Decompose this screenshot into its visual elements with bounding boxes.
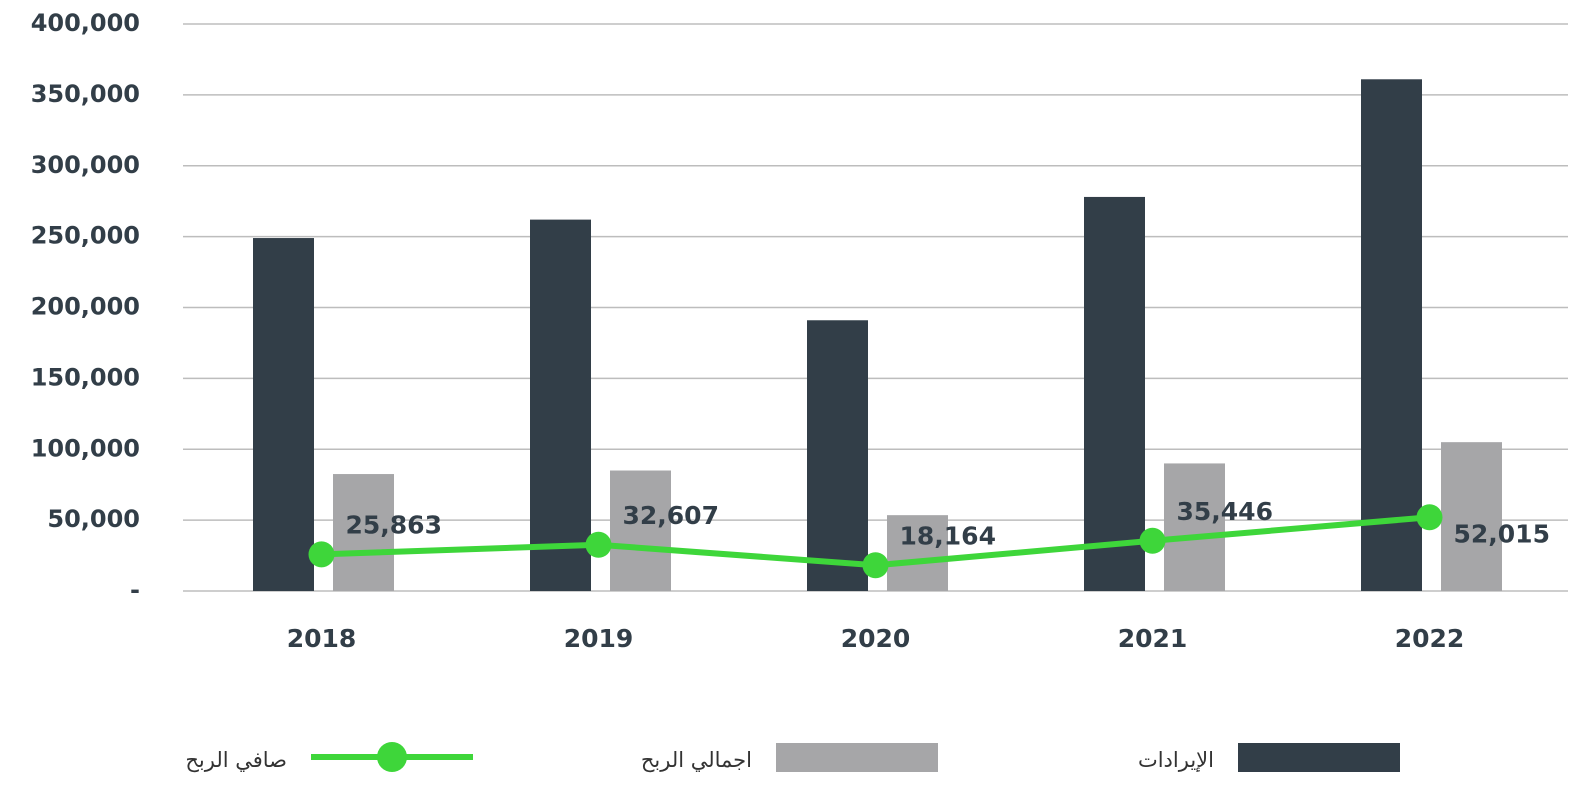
y-tick-label: 400,000 xyxy=(31,9,140,37)
legend-label: الإيرادات xyxy=(1138,748,1214,772)
legend-label: صافي الربح xyxy=(185,748,287,772)
line-point xyxy=(1416,504,1443,531)
line-point xyxy=(585,531,612,558)
x-tick-label: 2018 xyxy=(287,624,357,653)
legend-swatch xyxy=(776,743,938,772)
legend-swatch xyxy=(377,742,407,772)
x-tick-label: 2022 xyxy=(1395,624,1465,653)
y-tick-label: 350,000 xyxy=(31,80,140,108)
y-tick-label: 150,000 xyxy=(31,363,140,391)
legend-swatch xyxy=(1238,743,1400,772)
bar xyxy=(1441,442,1502,591)
data-label: 18,164 xyxy=(900,521,996,550)
bar xyxy=(1361,79,1422,591)
data-label: 52,015 xyxy=(1454,519,1550,548)
data-label: 32,607 xyxy=(623,501,719,530)
data-label: 25,863 xyxy=(346,510,442,539)
bar xyxy=(610,470,671,591)
y-tick-label: 200,000 xyxy=(31,293,140,321)
y-tick-label: - xyxy=(130,576,140,604)
y-tick-label: 50,000 xyxy=(47,505,140,533)
y-tick-label: 250,000 xyxy=(31,222,140,250)
bar xyxy=(887,515,948,591)
bar xyxy=(333,474,394,591)
x-tick-label: 2019 xyxy=(564,624,634,653)
bar xyxy=(1164,463,1225,591)
line-point xyxy=(862,552,889,579)
x-tick-label: 2020 xyxy=(841,624,911,653)
y-tick-label: 300,000 xyxy=(31,151,140,179)
bar xyxy=(807,320,868,591)
bar xyxy=(530,219,591,592)
legend-label: اجمالي الربح xyxy=(641,748,752,772)
bar xyxy=(253,238,314,592)
data-label: 35,446 xyxy=(1177,497,1273,526)
line-point xyxy=(308,541,335,568)
x-tick-label: 2021 xyxy=(1118,624,1188,653)
y-tick-label: 100,000 xyxy=(31,434,140,462)
bar xyxy=(1084,196,1145,591)
line-point xyxy=(1139,527,1166,554)
